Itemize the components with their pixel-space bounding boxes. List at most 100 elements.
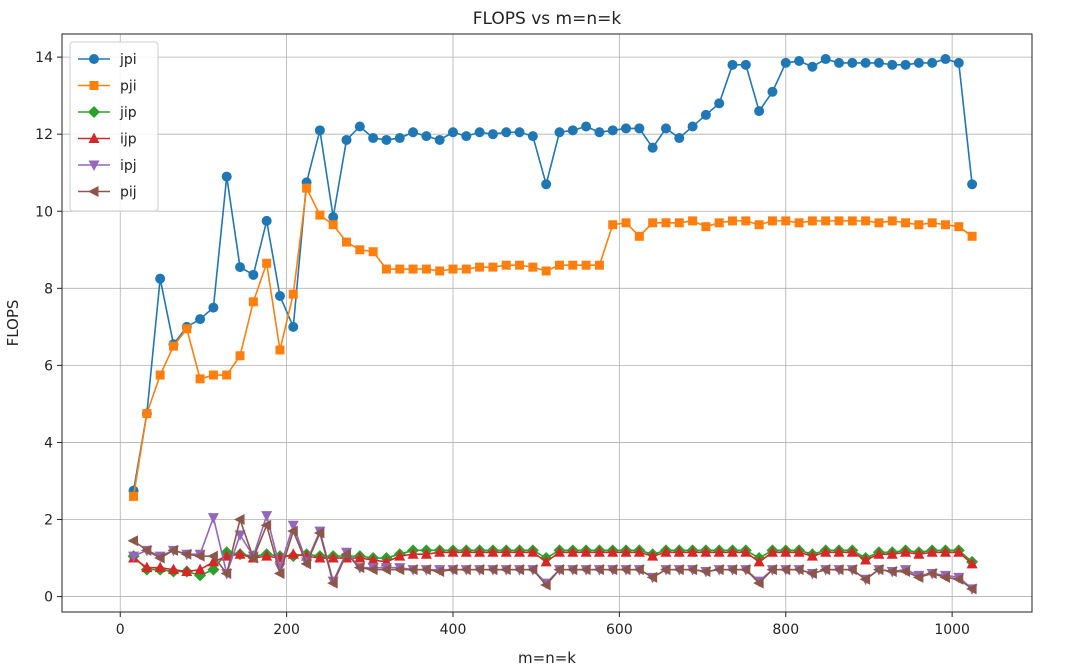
legend-marker-ipj: [88, 160, 100, 171]
data-point-ijp: [873, 548, 885, 559]
data-point-pij: [367, 564, 378, 576]
data-point-jpi: [940, 54, 951, 65]
data-point-ijp: [926, 546, 938, 557]
data-point-pji: [701, 222, 711, 232]
data-point-pij: [593, 564, 604, 576]
data-point-pij: [699, 566, 711, 578]
data-point-jip: [207, 563, 220, 576]
data-point-jpi: [833, 57, 844, 68]
data-point-pij: [620, 564, 631, 576]
series-line-ijp: [133, 551, 973, 573]
data-point-ijp: [647, 550, 659, 561]
data-point-pij: [473, 564, 485, 576]
data-point-jpi: [687, 121, 698, 132]
data-point-pji: [222, 370, 232, 380]
data-point-pij: [207, 550, 218, 562]
data-point-pji: [395, 264, 405, 274]
data-point-pij: [154, 552, 165, 564]
data-point-jpi: [780, 57, 791, 68]
data-point-ijp: [434, 546, 446, 557]
data-point-pji: [248, 297, 258, 307]
data-point-pij: [806, 567, 817, 579]
data-point-ijp: [567, 546, 579, 557]
data-point-ijp: [500, 546, 512, 557]
data-point-pij: [327, 577, 338, 589]
data-point-jpi: [368, 133, 379, 144]
legend-label: ipj: [120, 158, 137, 174]
data-point-jpi: [221, 171, 232, 182]
data-point-pji: [794, 218, 804, 228]
data-point-pij: [460, 564, 471, 576]
data-point-pji: [914, 220, 924, 230]
data-point-pji: [182, 324, 192, 334]
series-pij: [127, 514, 977, 595]
data-point-jpi: [235, 262, 246, 273]
legend-box: [69, 41, 159, 212]
data-point-jpi: [501, 127, 512, 138]
data-point-pij: [300, 558, 312, 570]
data-point-pji: [887, 216, 897, 226]
data-point-pji: [461, 264, 471, 274]
series-line-pij: [133, 516, 973, 590]
data-point-pij: [566, 564, 578, 576]
data-point-ijp: [939, 546, 951, 557]
data-point-jpi: [727, 59, 738, 70]
data-point-jpi: [621, 123, 632, 134]
data-point-ijp: [287, 548, 299, 559]
data-point-pij: [513, 564, 525, 576]
data-point-pji: [448, 264, 458, 274]
data-point-pji: [834, 216, 844, 226]
data-point-jpi: [674, 133, 685, 144]
data-point-ijp: [394, 550, 406, 561]
data-point-jpi: [714, 98, 725, 109]
data-point-ijp: [966, 557, 978, 569]
series-layer: [127, 54, 979, 595]
data-point-pji: [661, 218, 671, 228]
data-point-pij: [273, 567, 285, 579]
data-point-pji: [155, 370, 165, 380]
data-point-pji: [288, 289, 298, 299]
data-point-pij: [739, 564, 751, 576]
x-tick-label: 200: [273, 622, 300, 638]
data-point-pij: [673, 564, 684, 576]
data-point-ijp: [167, 563, 179, 575]
data-point-jpi: [847, 57, 858, 68]
data-point-ijp: [154, 561, 166, 573]
data-point-pij: [966, 583, 977, 595]
legend-marker-pji: [89, 81, 99, 90]
legend-marker-pij: [88, 186, 99, 197]
data-point-pji: [728, 216, 738, 226]
data-point-pij: [713, 564, 724, 576]
data-point-ijp: [700, 546, 712, 557]
data-point-pij: [433, 566, 445, 578]
data-point-pij: [313, 527, 325, 539]
data-point-jpi: [740, 59, 751, 70]
data-point-pji: [608, 220, 618, 230]
data-point-pij: [446, 564, 458, 576]
series-jpi: [128, 54, 978, 496]
data-point-pji: [767, 216, 777, 226]
data-point-pij: [127, 535, 139, 547]
data-point-jpi: [541, 179, 552, 190]
data-point-ijp: [234, 548, 246, 559]
data-point-ijp: [593, 546, 605, 557]
data-point-pij: [832, 564, 844, 576]
data-point-jpi: [408, 127, 419, 138]
data-point-pij: [926, 567, 937, 579]
data-point-pji: [927, 218, 937, 228]
data-point-pij: [779, 564, 791, 576]
legend-label: jpi: [119, 52, 137, 68]
data-point-pji: [541, 266, 551, 276]
data-point-ijp: [367, 553, 379, 565]
data-point-pij: [140, 544, 152, 556]
data-point-pji: [235, 351, 245, 361]
data-point-pij: [952, 573, 964, 585]
data-point-pji: [315, 210, 325, 220]
data-point-pji: [208, 370, 218, 380]
data-point-pij: [872, 564, 884, 576]
x-tick-label: 400: [440, 622, 467, 638]
legend-item-jip: jip: [78, 105, 137, 121]
data-point-pij: [393, 564, 405, 576]
data-point-jpi: [394, 133, 405, 144]
data-point-pij: [287, 525, 298, 537]
